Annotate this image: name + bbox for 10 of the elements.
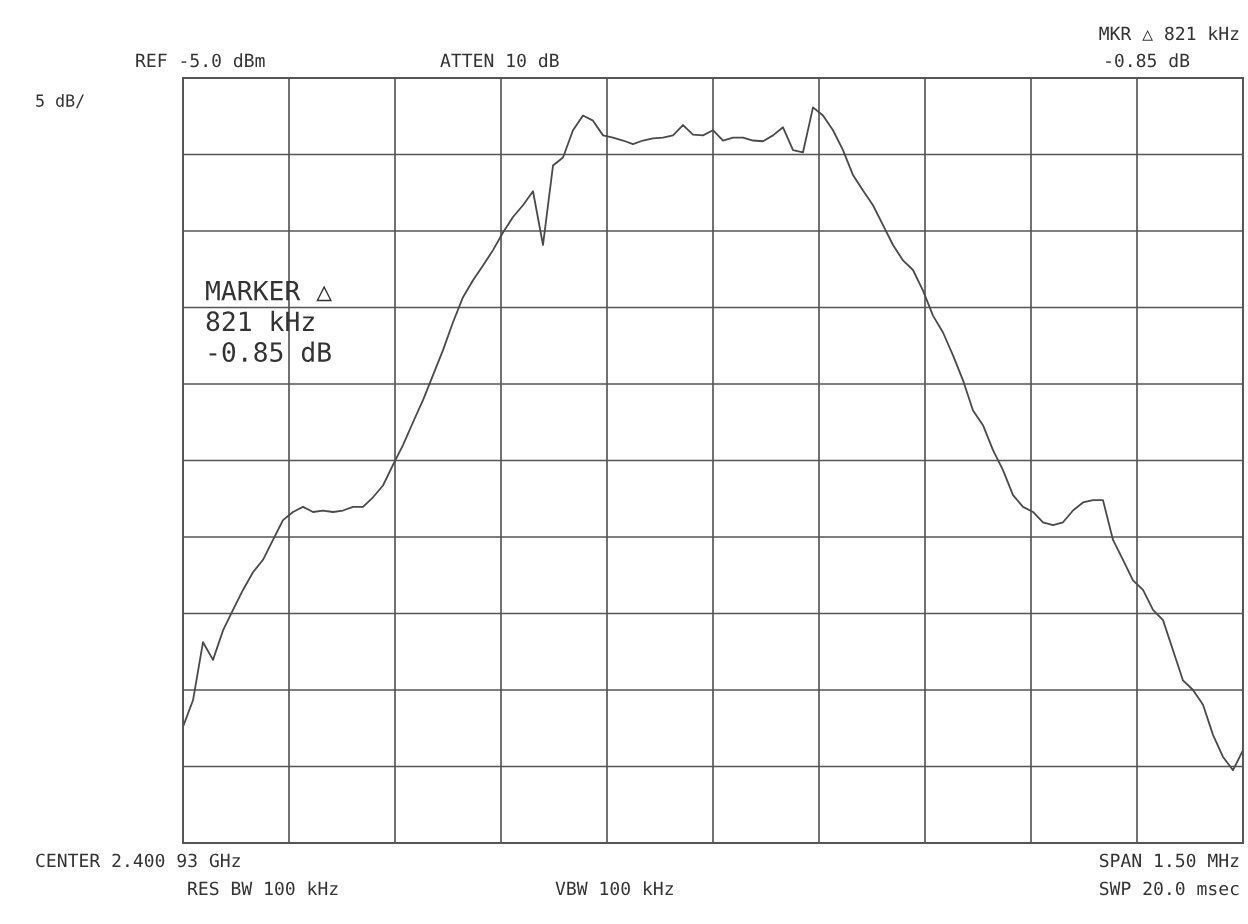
text: REF -5.0 dBm	[136, 53, 265, 68]
text: SWP 20.0 msec	[1099, 881, 1239, 896]
text: MKR △ 821 kHz	[1099, 26, 1239, 41]
text: -0.85 dB	[1106, 53, 1190, 68]
text: VBW 100 kHz	[555, 881, 673, 896]
text: RES BW 100 kHz	[188, 881, 338, 896]
text: 5 dB/	[36, 93, 84, 109]
text: ATTEN 10 dB	[440, 53, 559, 68]
text: SPAN 1.50 MHz	[1099, 853, 1239, 868]
text: CENTER 2.400 93 GHz	[36, 853, 240, 868]
